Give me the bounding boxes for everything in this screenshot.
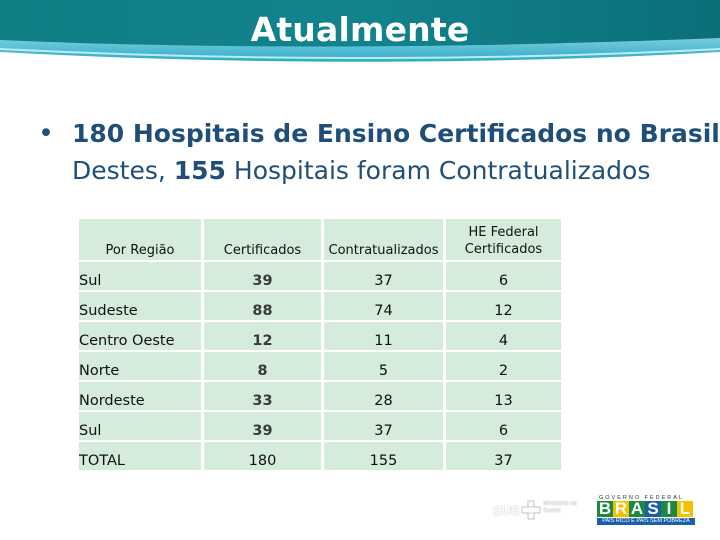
table-row: Sudeste 88 74 12 — [79, 292, 564, 322]
cell-regiao: Sudeste — [79, 292, 204, 322]
cell-he-federal: 2 — [446, 352, 564, 382]
cell-certificados: 33 — [204, 382, 324, 412]
pais-rico-label: PAÍS RICO É PAÍS SEM POBREZA — [597, 518, 695, 525]
cell-contratualizados: 155 — [324, 442, 446, 472]
cell-certificados: 39 — [204, 262, 324, 292]
governo-federal-label: GOVERNO FEDERAL — [599, 495, 685, 501]
hospitals-table: Por Região Certificados Contratualizados… — [79, 219, 564, 472]
bullet-line-1: 180 Hospitais de Ensino Certificados no … — [72, 119, 720, 148]
cell-contratualizados: 28 — [324, 382, 446, 412]
brasil-letter: L — [677, 500, 693, 517]
cell-contratualizados: 5 — [324, 352, 446, 382]
cell-regiao: Nordeste — [79, 382, 204, 412]
bullet-line-2: Destes, 155 Hospitais foram Contratualiz… — [72, 152, 650, 189]
cell-he-federal: 6 — [446, 262, 564, 292]
cell-contratualizados: 11 — [324, 322, 446, 352]
sus-label: SUS — [493, 503, 520, 518]
col-header-he-federal: HE Federal Certificados — [446, 219, 564, 262]
cell-he-federal: 13 — [446, 382, 564, 412]
cell-certificados: 12 — [204, 322, 324, 352]
brasil-letter: S — [645, 500, 661, 517]
col-header-certificados: Certificados — [204, 219, 324, 262]
cell-regiao: Centro Oeste — [79, 322, 204, 352]
header-wave-graphic — [0, 0, 720, 68]
brasil-wordmark: B R A S I L — [597, 499, 695, 518]
cell-he-federal: 12 — [446, 292, 564, 322]
bullet-dot-icon: • — [38, 118, 54, 149]
header-banner: Atualmente — [0, 0, 720, 68]
cell-certificados: 39 — [204, 412, 324, 442]
brasil-letter: I — [661, 500, 677, 517]
sus-logo: SUS Ministério da Saúde — [493, 499, 577, 523]
cell-certificados: 88 — [204, 292, 324, 322]
health-cross-icon — [521, 500, 541, 520]
table-row: Centro Oeste 12 11 4 — [79, 322, 564, 352]
col-header-regiao: Por Região — [79, 219, 204, 262]
table-row: Sul 39 37 6 — [79, 262, 564, 292]
cell-he-federal: 4 — [446, 322, 564, 352]
bullet-line-2-number: 155 — [173, 156, 226, 185]
brasil-letter: R — [613, 499, 629, 518]
cell-certificados: 8 — [204, 352, 324, 382]
cell-regiao: Norte — [79, 352, 204, 382]
table-header-row: Por Região Certificados Contratualizados… — [79, 219, 564, 262]
cell-regiao: Sul — [79, 262, 204, 292]
brasil-letter: A — [629, 499, 645, 518]
slide-title: Atualmente — [250, 10, 470, 49]
cell-contratualizados: 74 — [324, 292, 446, 322]
cell-regiao: TOTAL — [79, 442, 204, 472]
table-row: Nordeste 33 28 13 — [79, 382, 564, 412]
bullet-line-2-suffix: Hospitais foram Contratualizados — [233, 156, 651, 185]
ministerio-label: Ministério da Saúde — [543, 501, 578, 514]
bullet-line-2-prefix: Destes, — [72, 156, 166, 185]
col-header-contratualizados: Contratualizados — [324, 219, 446, 262]
table-row: Norte 8 5 2 — [79, 352, 564, 382]
cell-contratualizados: 37 — [324, 412, 446, 442]
table-total-row: TOTAL 180 155 37 — [79, 442, 564, 472]
brasil-letter: B — [597, 499, 613, 518]
table-row: Sul 39 37 6 — [79, 412, 564, 442]
cell-certificados: 180 — [204, 442, 324, 472]
governo-federal-brasil-logo: GOVERNO FEDERAL B R A S I L PAÍS RICO É … — [597, 495, 695, 525]
cell-he-federal: 6 — [446, 412, 564, 442]
cell-regiao: Sul — [79, 412, 204, 442]
cell-he-federal: 37 — [446, 442, 564, 472]
cell-contratualizados: 37 — [324, 262, 446, 292]
